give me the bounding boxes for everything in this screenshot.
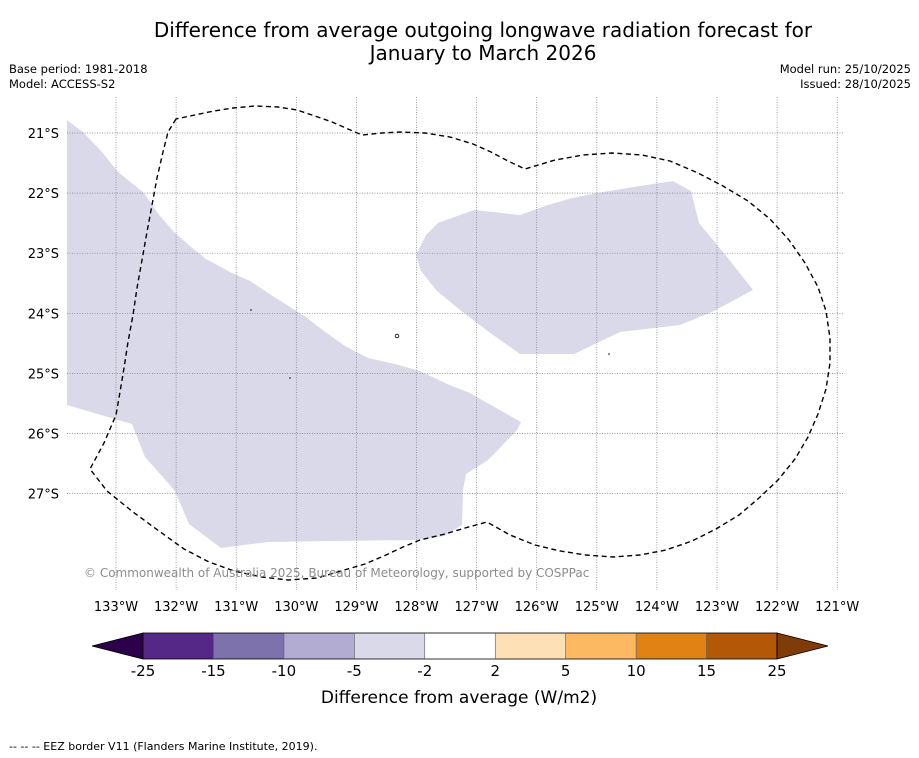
colorbar-segment [354, 633, 425, 659]
latitude-tick-label: 21°S [28, 127, 59, 142]
longitude-tick-label: 126°W [515, 600, 559, 615]
colorbar-boxes [91, 632, 829, 660]
colorbar-tick-label: 15 [697, 662, 716, 680]
longitude-tick-label: 131°W [214, 600, 258, 615]
island-marker [608, 353, 610, 355]
base-period: Base period: 1981-2018 [9, 62, 148, 76]
latitude-tick-label: 22°S [28, 187, 59, 202]
colorbar-tick-label: -15 [201, 662, 226, 680]
colorbar-segment [636, 633, 707, 659]
colorbar-tick-label: -2 [417, 662, 432, 680]
longitude-tick-label: 121°W [815, 600, 859, 615]
longitude-tick-label: 127°W [455, 600, 499, 615]
title-line-1: Difference from average outgoing longwav… [153, 18, 813, 42]
map-title: Difference from average outgoing longwav… [0, 19, 919, 65]
longitude-ticks: 133°W 132°W 131°W 130°W 129°W 128°W 127°W 126°W… [94, 600, 860, 615]
longitude-tick-label: 130°W [274, 600, 318, 615]
longitude-tick-label: 125°W [575, 600, 619, 615]
longitude-tick-label: 132°W [154, 600, 198, 615]
colorbar-ticks: -25 -15 -10 -5 -2 2 5 10 15 25 [131, 662, 787, 680]
colorbar-under-arrow [91, 632, 144, 660]
island-marker [394, 333, 400, 339]
colorbar-segment [495, 633, 566, 659]
latitude-tick-label: 26°S [28, 428, 59, 443]
colorbar-label: Difference from average (W/m2) [321, 688, 597, 708]
model-run: Model run: 25/10/2025 [779, 62, 911, 76]
anomaly-region-northeast [416, 181, 753, 354]
latitude-tick-label: 27°S [28, 488, 59, 503]
colorbar-tick-label: -5 [347, 662, 362, 680]
colorbar-segment [565, 633, 637, 659]
island-marker [250, 309, 252, 311]
longitude-tick-label: 129°W [334, 600, 378, 615]
colorbar-segment [424, 633, 496, 659]
longitude-tick-label: 123°W [695, 600, 739, 615]
colorbar-outline [142, 632, 778, 660]
island-marker [289, 377, 291, 379]
longitude-tick-label: 124°W [635, 600, 679, 615]
model-name: Model: ACCESS-S2 [9, 77, 116, 91]
colorbar-over-arrow [776, 632, 829, 660]
longitude-tick-label: 122°W [755, 600, 799, 615]
metadata-left: Base period: 1981-2018 Model: ACCESS-S2 [9, 62, 148, 92]
colorbar-segment [283, 633, 355, 659]
anomaly-region-west [67, 120, 521, 548]
map-panel: © Commonwealth of Australia 2025, Bureau… [28, 97, 860, 615]
latitude-ticks: 21°S 22°S 23°S 24°S 25°S 26°S 27°S [28, 127, 59, 503]
colorbar-tick-label: -10 [272, 662, 297, 680]
longitude-tick-label: 128°W [394, 600, 438, 615]
colorbar-tick-label: -25 [131, 662, 156, 680]
latitude-tick-label: 23°S [28, 247, 59, 262]
gridlines [67, 97, 843, 590]
eez-footnote: -- -- -- EEZ border V11 (Flanders Marine… [9, 740, 318, 753]
issued-date: Issued: 28/10/2025 [800, 77, 911, 91]
colorbar-tick-label: 5 [561, 662, 571, 680]
metadata-right: Model run: 25/10/2025 Issued: 28/10/2025 [780, 62, 911, 92]
longitude-tick-label: 133°W [94, 600, 138, 615]
colorbar-segment [213, 633, 284, 659]
colorbar-segment [143, 633, 214, 659]
title-line-2: January to March 2026 [369, 41, 597, 65]
latitude-tick-label: 25°S [28, 367, 59, 382]
colorbar-tick-label: 25 [767, 662, 786, 680]
colorbar-tick-label: 10 [627, 662, 646, 680]
colorbar-tick-label: 2 [490, 662, 500, 680]
colorbar-segment [706, 633, 777, 659]
copyright-notice: © Commonwealth of Australia 2025, Bureau… [84, 566, 589, 580]
latitude-tick-label: 24°S [28, 307, 59, 322]
